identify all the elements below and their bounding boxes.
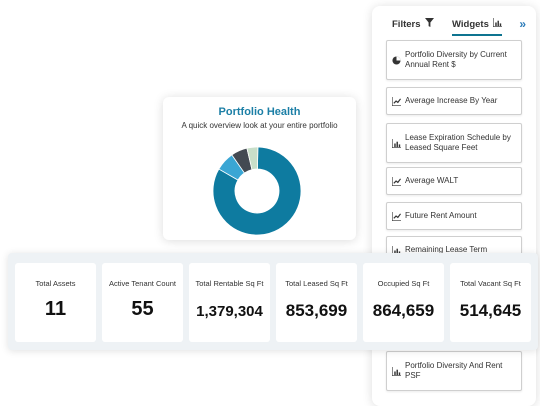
chevron-double-right-icon[interactable]: » <box>519 17 526 31</box>
widget-label: Average WALT <box>405 176 459 185</box>
stat-value: 55 <box>131 298 154 320</box>
bar-chart-icon <box>387 138 405 148</box>
card-title: Portfolio Health <box>218 106 301 118</box>
widget-label: Future Rent Amount <box>405 211 477 220</box>
stat-value: 853,699 <box>285 301 348 320</box>
bar-chart-icon <box>387 366 405 376</box>
tab-widgets-label: Widgets <box>452 18 489 30</box>
donut-segment-0 <box>212 146 302 236</box>
tab-filters-label: Filters <box>392 18 421 30</box>
stat-label: Total Leased Sq Ft <box>285 279 348 288</box>
stat-card-total-rentable-sq-ft: Total Rentable Sq Ft 1,379,304 <box>189 263 270 342</box>
stat-card-total-assets: Total Assets 11 <box>15 263 96 342</box>
widget-item-diversity-rent[interactable]: Portfolio Diversity by Current Annual Re… <box>386 40 522 80</box>
line-chart-icon <box>387 176 405 186</box>
donut-segment-3 <box>246 146 259 171</box>
tab-widgets[interactable]: Widgets <box>452 18 502 36</box>
widget-item-diversity-rent-psf[interactable]: Portfolio Diversity And Rent PSF <box>386 351 522 391</box>
stat-card-active-tenant-count: Active Tenant Count 55 <box>102 263 183 342</box>
stat-label: Total Vacant Sq Ft <box>460 279 521 288</box>
widget-item-average-increase[interactable]: Average Increase By Year <box>386 87 522 115</box>
pie-chart-icon <box>387 55 405 65</box>
stat-label: Occupied Sq Ft <box>377 279 430 288</box>
portfolio-health-card: Portfolio Health A quick overview look a… <box>163 97 356 240</box>
tab-filters[interactable]: Filters <box>392 18 434 30</box>
stat-value: 514,645 <box>459 301 522 320</box>
stat-label: Active Tenant Count <box>109 279 176 288</box>
widget-label: Portfolio Diversity And Rent PSF <box>405 361 503 380</box>
line-chart-icon <box>387 211 405 221</box>
widget-item-average-walt[interactable]: Average WALT <box>386 167 522 195</box>
panel-tabs: Filters Widgets » <box>372 16 536 42</box>
stats-strip: Total Assets 11 Active Tenant Count 55 T… <box>8 253 538 350</box>
stat-value: 1,379,304 <box>196 303 263 320</box>
bar-chart-icon <box>387 245 405 255</box>
bar-chart-icon <box>492 18 502 30</box>
stat-card-total-vacant-sq-ft: Total Vacant Sq Ft 514,645 <box>450 263 531 342</box>
widget-label: Lease Expiration Schedule by Leased Squa… <box>405 133 511 152</box>
filter-icon <box>424 18 434 30</box>
widget-label: Average Increase By Year <box>405 96 498 105</box>
stat-value: 11 <box>44 298 67 320</box>
stat-value: 864,659 <box>372 301 435 320</box>
card-subtitle: A quick overview look at your entire por… <box>181 121 338 130</box>
widget-item-future-rent[interactable]: Future Rent Amount <box>386 202 522 230</box>
stat-card-total-leased-sq-ft: Total Leased Sq Ft 853,699 <box>276 263 357 342</box>
widget-label: Portfolio Diversity by Current Annual Re… <box>405 50 507 69</box>
line-chart-icon <box>387 96 405 106</box>
stat-card-occupied-sq-ft: Occupied Sq Ft 864,659 <box>363 263 444 342</box>
stat-label: Total Assets <box>35 279 76 288</box>
widget-label: Remaining Lease Term <box>405 245 488 254</box>
portfolio-donut-chart <box>212 146 302 236</box>
widget-item-lease-expiration[interactable]: Lease Expiration Schedule by Leased Squa… <box>386 123 522 163</box>
stat-label: Total Rentable Sq Ft <box>195 279 264 288</box>
